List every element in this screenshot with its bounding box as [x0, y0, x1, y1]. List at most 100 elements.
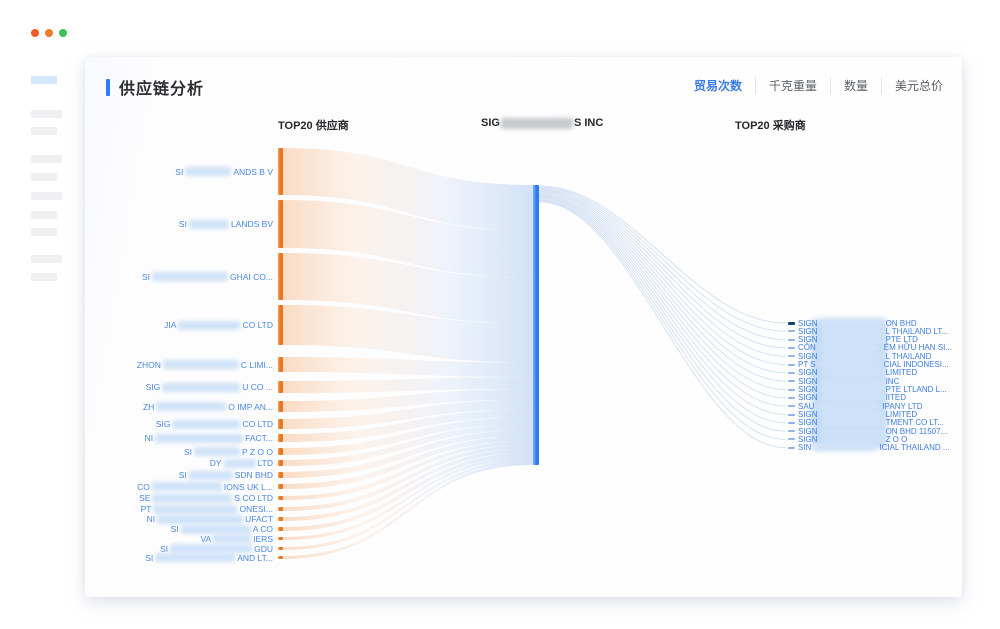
buyer-row[interactable]: SIGN LIMITED [788, 368, 917, 377]
supplier-label-suffix: LANDS BV [230, 219, 273, 229]
buyer-label-suffix: LIMITED [885, 410, 918, 420]
sidebar-item[interactable] [31, 228, 57, 236]
tab-trade-count[interactable]: 贸易次数 [693, 79, 742, 93]
supplier-label-suffix: SDN BHD [234, 470, 273, 480]
sidebar-item[interactable] [31, 273, 57, 281]
tab-quantity[interactable]: 数量 [829, 77, 881, 94]
buyer-label-redacted [818, 344, 881, 352]
window-zoom-button[interactable] [59, 29, 67, 37]
supplier-node[interactable] [278, 148, 283, 195]
supplier-label-prefix: SI [145, 552, 154, 563]
supplier-label[interactable]: CO IONS UK L... [137, 482, 273, 492]
buyer-node-marker [788, 430, 795, 433]
supplier-label-suffix: IONS UK L... [223, 481, 273, 492]
supplier-node[interactable] [278, 496, 283, 500]
window-controls [31, 29, 67, 37]
supplier-label[interactable]: JIA CO LTD [164, 320, 273, 330]
tab-kg-weight[interactable]: 千克重量 [754, 77, 830, 94]
buyer-label-suffix: L THAILAND [885, 351, 932, 361]
buyer-label-suffix: ICIAL THAILAND ... [879, 443, 950, 453]
buyer-label-suffix: L THAILAND LT... [885, 326, 949, 336]
supplier-label[interactable]: DY LTD [210, 458, 273, 468]
supplier-label-prefix: PT [140, 504, 152, 514]
tab-usd-total[interactable]: 美元总价 [880, 77, 956, 94]
buyer-row[interactable]: PT S CIAL INDONESI... [788, 360, 949, 369]
sidebar-item-active[interactable] [31, 76, 57, 84]
supplier-label-redacted [155, 433, 244, 443]
buyer-row[interactable]: SIGN L THAILAND [788, 351, 932, 361]
supplier-label[interactable]: VA IERS [200, 534, 273, 544]
buyer-row[interactable]: SIGN L THAILAND LT... [788, 326, 949, 336]
sidebar-item[interactable] [31, 155, 62, 163]
supplier-node[interactable] [278, 419, 283, 429]
window-minimize-button[interactable] [45, 29, 53, 37]
supplier-node[interactable] [278, 448, 283, 455]
sidebar-item[interactable] [31, 255, 62, 263]
supplier-node[interactable] [278, 460, 283, 466]
supplier-node[interactable] [278, 381, 283, 393]
buyer-row[interactable]: SIGN IITED [788, 393, 906, 402]
supplier-label-prefix: SI [178, 219, 187, 229]
supplier-label-prefix: ZHON [136, 359, 161, 370]
supplier-node[interactable] [278, 253, 283, 300]
column-header-company: SIG S INC [481, 117, 603, 129]
buyer-label-suffix: IPANY LTD [882, 401, 923, 411]
buyer-node-marker [788, 396, 795, 399]
buyer-row[interactable]: SIN ICIAL THAILAND ... [788, 443, 950, 453]
sidebar-item[interactable] [31, 192, 62, 200]
buyer-row[interactable]: SIGN Z O O [788, 435, 907, 444]
buyer-row[interactable]: SIGN PTE LTD [788, 335, 918, 344]
supplier-label-prefix: SI [178, 470, 187, 480]
supplier-label[interactable]: SI LANDS BV [179, 219, 273, 229]
sidebar-item[interactable] [31, 173, 57, 181]
supplier-label[interactable]: SI P Z O O [184, 447, 273, 457]
buyer-row[interactable]: SIGN PTE LTLAND L... [788, 385, 947, 394]
supplier-label[interactable]: NI FACT... [145, 433, 273, 443]
buyer-label-redacted [820, 419, 883, 427]
buyer-row[interactable]: SIGN INC [788, 377, 899, 386]
sidebar-item[interactable] [31, 110, 62, 118]
supplier-node[interactable] [278, 556, 283, 559]
window-close-button[interactable] [31, 29, 39, 37]
supplier-label[interactable]: NI UFACT [147, 514, 273, 524]
buyer-node-marker [788, 405, 795, 408]
supplier-label[interactable]: PT ONESI... [141, 504, 273, 514]
supplier-node[interactable] [278, 357, 283, 372]
supplier-node[interactable] [278, 547, 283, 550]
buyer-label-redacted [820, 411, 883, 419]
supplier-node[interactable] [278, 472, 283, 478]
supplier-label[interactable]: SE S CO LTD [139, 493, 273, 503]
supplier-label[interactable]: SIG U CO ... [146, 382, 273, 392]
supplier-label[interactable]: SI GDU [160, 544, 273, 554]
supplier-node[interactable] [278, 517, 283, 521]
supplier-node[interactable] [278, 434, 283, 442]
buyer-row[interactable]: SIGN TMENT CO LT... [788, 418, 944, 427]
buyer-row[interactable]: SIGN LIMITED [788, 410, 918, 420]
sidebar-item[interactable] [31, 211, 57, 219]
supplier-label[interactable]: SI GHAI CO... [142, 272, 273, 282]
supplier-node[interactable] [278, 401, 283, 412]
sidebar-item[interactable] [31, 127, 57, 135]
supplier-label[interactable]: SI AND LT... [145, 553, 273, 563]
supplier-label[interactable]: SI SDN BHD [179, 470, 273, 480]
supplier-node[interactable] [278, 305, 283, 345]
buyer-row[interactable]: CÔN ÊM HỮU HẠN SI... [788, 343, 952, 352]
buyer-row[interactable]: SAU IPANY LTD [788, 401, 923, 411]
supplier-label-prefix: SI [183, 446, 192, 457]
supplier-label[interactable]: SI A CO [171, 524, 273, 534]
buyer-row[interactable]: SIGN ON BHD [788, 319, 917, 328]
supplier-label-redacted [162, 360, 239, 369]
supplier-label-redacted [178, 320, 241, 330]
buyer-row[interactable]: SIGN ON BHD 11507... [788, 427, 947, 436]
supplier-label[interactable]: SI ANDS B V [175, 167, 273, 177]
supplier-node[interactable] [278, 527, 283, 531]
supplier-node[interactable] [278, 200, 283, 248]
supplier-node[interactable] [278, 484, 283, 489]
supplier-label[interactable]: ZHON C LIMI... [137, 360, 273, 370]
supplier-label[interactable]: SIG CO LTD [156, 419, 273, 429]
supplier-node[interactable] [278, 507, 283, 511]
buyer-label-prefix: SIGN [798, 326, 818, 336]
company-node[interactable] [533, 185, 539, 465]
supplier-node[interactable] [278, 537, 283, 540]
supplier-label[interactable]: ZH O IMP AN... [143, 402, 273, 412]
